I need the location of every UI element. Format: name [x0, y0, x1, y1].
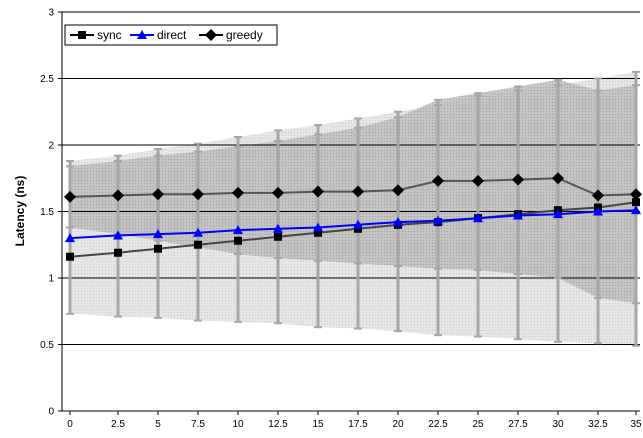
point-greedy: [312, 185, 324, 198]
point-direct: [353, 219, 363, 229]
point-sync: [114, 248, 122, 257]
series-lines: [64, 172, 642, 261]
x-tick-label: 25: [472, 419, 484, 430]
y-tick-label: 0: [48, 407, 54, 418]
point-sync: [154, 244, 162, 253]
point-sync: [274, 232, 282, 241]
point-greedy: [512, 173, 524, 186]
point-sync: [632, 198, 640, 207]
y-axis-title: Latency (ns): [13, 176, 27, 247]
x-tick-label: 7.5: [191, 419, 205, 430]
x-tick-label: 5: [155, 419, 161, 430]
point-direct: [433, 215, 443, 225]
point-greedy: [592, 189, 604, 202]
point-sync: [194, 240, 202, 249]
legend-label-sync: sync: [97, 28, 122, 42]
x-tick-label: 17.5: [348, 419, 368, 430]
x-tick-label: 10: [232, 419, 244, 430]
point-greedy: [112, 189, 124, 202]
point-direct: [393, 217, 403, 227]
x-tick-label: 2.5: [111, 419, 125, 430]
point-greedy: [232, 186, 244, 199]
point-greedy: [392, 184, 404, 197]
point-direct: [233, 225, 243, 235]
tick-labels: 00.511.522.530 2.5 5 7.5 10 12.5 15 17.5 20 22.5 2…: [40, 8, 642, 431]
x-tick-label: 20: [392, 419, 404, 430]
point-greedy: [152, 188, 164, 201]
point-greedy: [352, 185, 364, 198]
point-direct: [473, 213, 483, 223]
point-direct: [593, 206, 603, 216]
y-tick-label: 3: [48, 8, 54, 19]
legend-label-direct: direct: [157, 28, 187, 42]
x-tick-label: 27.5: [508, 419, 528, 430]
point-direct: [631, 205, 641, 215]
legend-label-greedy: greedy: [226, 28, 263, 42]
y-tick-label: 1.5: [40, 207, 54, 218]
point-direct: [153, 229, 163, 239]
error-bands: [70, 71, 636, 346]
legend-marker-sync: [78, 31, 86, 39]
x-tick-label: 15: [312, 419, 324, 430]
x-tick-label: 22.5: [428, 419, 448, 430]
legend: sync direct greedy: [64, 24, 278, 46]
y-tick-label: 1: [48, 274, 54, 285]
x-tick-label: 30: [552, 419, 564, 430]
point-sync: [234, 236, 242, 245]
legend-marker-greedy: [205, 29, 217, 41]
x-tick-label: 32.5: [588, 419, 608, 430]
y-tick-label: 2: [48, 141, 54, 152]
point-greedy: [472, 174, 484, 187]
legend-box: [64, 24, 278, 46]
point-sync: [66, 252, 74, 261]
point-direct: [513, 210, 523, 220]
y-tick-label: 2.5: [40, 74, 54, 85]
point-greedy: [630, 188, 642, 201]
point-greedy: [432, 174, 444, 187]
point-direct: [553, 209, 563, 219]
point-greedy: [192, 188, 204, 201]
x-tick-label: 12.5: [268, 419, 288, 430]
point-sync: [314, 228, 322, 237]
axes: [58, 11, 640, 415]
point-direct: [273, 223, 283, 233]
point-direct: [313, 222, 323, 232]
y-tick-label: 0.5: [40, 340, 54, 351]
point-direct: [65, 233, 75, 243]
point-greedy: [552, 172, 564, 185]
point-direct: [113, 230, 123, 240]
point-direct: [193, 227, 203, 237]
point-greedy: [272, 186, 284, 199]
x-tick-label: 0: [67, 419, 73, 430]
point-greedy: [64, 190, 76, 203]
x-tick-label: 35: [630, 419, 642, 430]
legend-marker-direct: [137, 30, 147, 39]
